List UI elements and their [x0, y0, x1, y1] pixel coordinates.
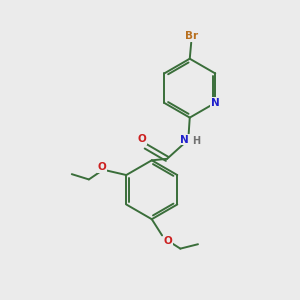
Text: H: H	[193, 136, 201, 146]
Text: O: O	[138, 134, 147, 144]
Text: N: N	[211, 98, 220, 108]
Text: N: N	[180, 135, 189, 145]
Text: O: O	[164, 236, 172, 246]
Text: O: O	[98, 162, 106, 172]
Text: Br: Br	[185, 31, 198, 41]
